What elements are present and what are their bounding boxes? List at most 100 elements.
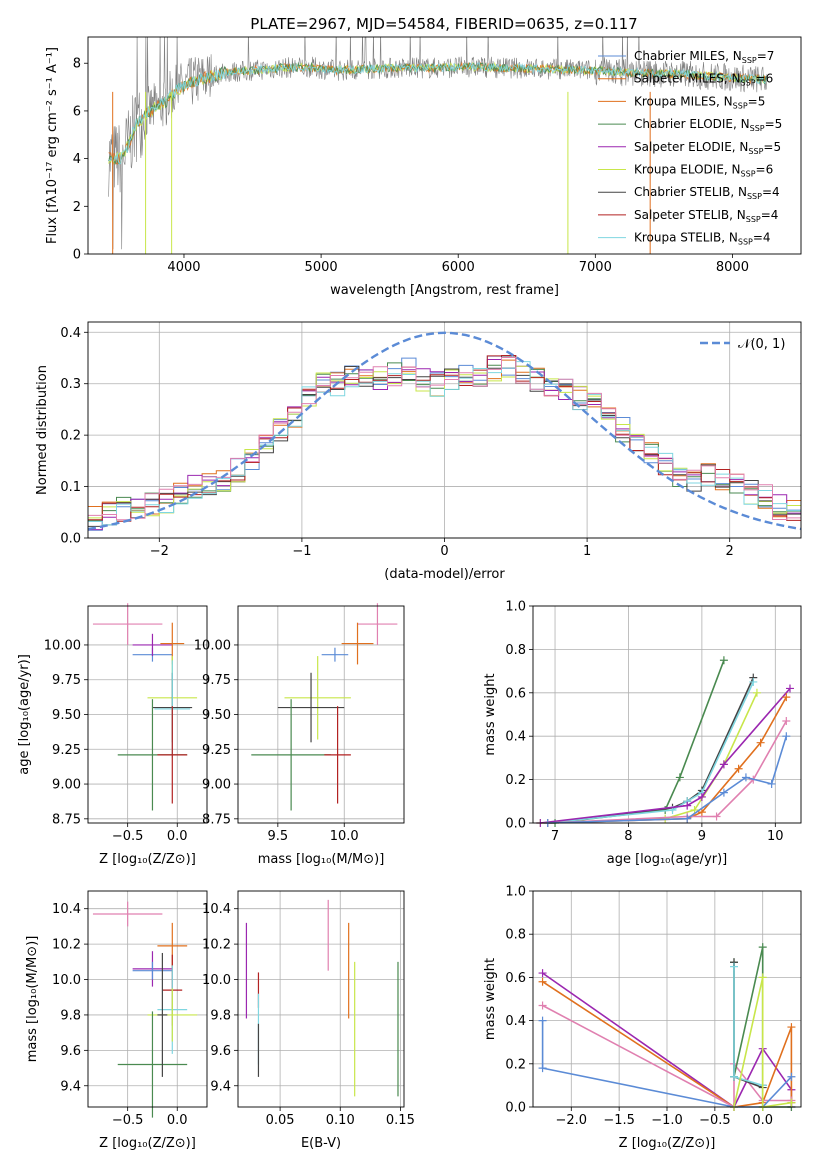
age_vs_mass-plot-area (251, 603, 398, 811)
age_vs_mass-panel: 9.5 10.0 8.75 9.00 9.25 9.50 9.75 10.00 mass [lo… (194, 603, 405, 867)
age_vs_mass-grid (238, 606, 404, 823)
mass-weight-point (712, 812, 721, 821)
legend-label: Salpeter STELIB, NSSP=4 (634, 208, 778, 224)
x-tick-label: 9 (698, 829, 706, 844)
residuals-plot-area: 𝒩(0, 1) (87, 331, 802, 531)
y-tick-label: 10.00 (44, 638, 81, 653)
y-tick-label: 9.25 (202, 743, 231, 758)
spectrum-legend: Chabrier MILES, NSSP=7 Salpeter MILES, NS… (598, 49, 782, 247)
mass-weight-point (782, 717, 791, 726)
mass-weight-point (787, 1023, 796, 1032)
y-tick-label: 0.8 (505, 643, 526, 658)
x-tick-label: 0.0 (167, 1113, 188, 1128)
y-tick-label: 9.25 (52, 743, 81, 758)
y-tick-label: 10.0 (202, 973, 231, 988)
y-tick-label: 1.0 (505, 600, 526, 615)
spectrum-plot-area: Chabrier MILES, NSSP=7 Salpeter MILES, NS… (108, 37, 782, 254)
mass-weight-point (538, 969, 547, 978)
mass-weight-point (538, 1016, 547, 1025)
massweight_vs_age-frame (532, 605, 802, 824)
spectrum-lines (108, 37, 768, 254)
x-tick-label: 5000 (305, 260, 338, 275)
x-axis-label: Z [log₁₀(Z/Z⊙)] (619, 1136, 716, 1151)
mass_vs_Z-frame (87, 890, 208, 1108)
x-tick-label: 8 (624, 829, 632, 844)
mass-weight-line (540, 687, 791, 824)
y-tick-label: 10.4 (202, 902, 231, 917)
histogram-chabrier_stelib (88, 355, 801, 527)
legend-label: Salpeter ELODIE, NSSP=5 (634, 140, 781, 156)
y-axis-label: age [log₁₀(age/yr)] (17, 654, 32, 775)
y-tick-label: 0.8 (505, 928, 526, 943)
y-tick-label: 0.2 (505, 1057, 526, 1072)
mass-weight-point (785, 684, 794, 693)
y-tick-label: 0.0 (60, 532, 81, 547)
x-tick-label: 8000 (716, 260, 749, 275)
x-tick-label: −0.5 (112, 829, 144, 844)
massweight_vs_Z-frame (532, 890, 802, 1108)
y-axis-label: mass weight (483, 673, 498, 755)
y-tick-label: 9.00 (202, 778, 231, 793)
mass-weight-point (683, 814, 692, 823)
y-tick-label: 8 (73, 57, 81, 72)
mass_vs_EBV-grid (238, 891, 404, 1107)
y-tick-label: 9.00 (52, 778, 81, 793)
mass-weight-point (741, 773, 750, 782)
x-tick-label: 9.5 (267, 829, 288, 844)
residuals-grid (88, 322, 801, 539)
y-tick-label: 9.50 (202, 708, 231, 723)
mass-weight-point (538, 1001, 547, 1010)
mass-weight-point (787, 1072, 796, 1081)
y-tick-label: 9.75 (52, 673, 81, 688)
y-tick-label: 9.4 (60, 1079, 81, 1094)
y-tick-label: 9.8 (60, 1008, 81, 1023)
y-tick-label: 0.3 (60, 377, 81, 392)
x-tick-label: 0 (440, 544, 448, 559)
mass-weight-line (547, 681, 755, 824)
age_vs_Z-frame (87, 605, 208, 824)
y-tick-label: 10.00 (194, 638, 231, 653)
mass-weight-point (719, 788, 728, 797)
mass-weight-point (734, 764, 743, 773)
legend-label: Salpeter MILES, NSSP=6 (634, 72, 773, 88)
x-tick-label: −2.0 (555, 1113, 587, 1128)
mass-weight-point (538, 977, 547, 986)
x-axis-label: mass [log₁₀(M/M⊙)] (258, 852, 385, 867)
y-tick-label: 8.75 (52, 812, 81, 827)
legend-label: Kroupa MILES, NSSP=5 (634, 94, 765, 110)
y-tick-label: 0.6 (505, 686, 526, 701)
mass-weight-line (547, 677, 755, 824)
mass-weight-point (697, 808, 706, 817)
x-axis-label: Z [log₁₀(Z/Z⊙)] (99, 852, 196, 867)
mass_vs_EBV-panel: 0.05 0.10 0.15 9.4 9.6 9.8 10.0 10.2 10.4 E(B-V) (202, 890, 415, 1151)
y-tick-label: 9.75 (202, 673, 231, 688)
legend-label: Kroupa ELODIE, NSSP=6 (634, 163, 773, 179)
y-tick-label: 9.4 (210, 1079, 231, 1094)
x-axis-label: Z [log₁₀(Z/Z⊙)] (99, 1136, 196, 1151)
mass-weight-point (767, 779, 776, 788)
y-axis-label: Normed distribution (35, 365, 50, 495)
mass-weight-line (547, 660, 725, 824)
y-axis-label: mass weight (483, 958, 498, 1040)
mass-weight-point (538, 1064, 547, 1073)
legend-label: Chabrier MILES, NSSP=7 (634, 49, 774, 65)
y-tick-label: 0.2 (505, 773, 526, 788)
y-tick-label: 1.0 (505, 885, 526, 900)
y-tick-label: 0.4 (60, 326, 81, 341)
mass-weight-point (756, 738, 765, 747)
mass-weight-point (758, 973, 767, 982)
x-axis-label: E(B-V) (301, 1136, 341, 1151)
y-tick-label: 0 (73, 248, 81, 263)
x-tick-label: 1 (583, 544, 591, 559)
mass-weight-point (787, 1098, 796, 1107)
y-tick-label: 10.2 (52, 938, 81, 953)
y-tick-label: 0.0 (505, 817, 526, 832)
mass-weight-line (733, 977, 792, 1108)
y-tick-label: 9.50 (52, 708, 81, 723)
mass-weight-point (719, 656, 728, 665)
model-line-salpeter_miles (108, 61, 768, 165)
legend-label: Chabrier ELODIE, NSSP=5 (634, 117, 782, 133)
y-tick-label: 0.6 (505, 971, 526, 986)
mass-weight-point (697, 792, 706, 801)
y-tick-label: 6 (73, 104, 81, 119)
